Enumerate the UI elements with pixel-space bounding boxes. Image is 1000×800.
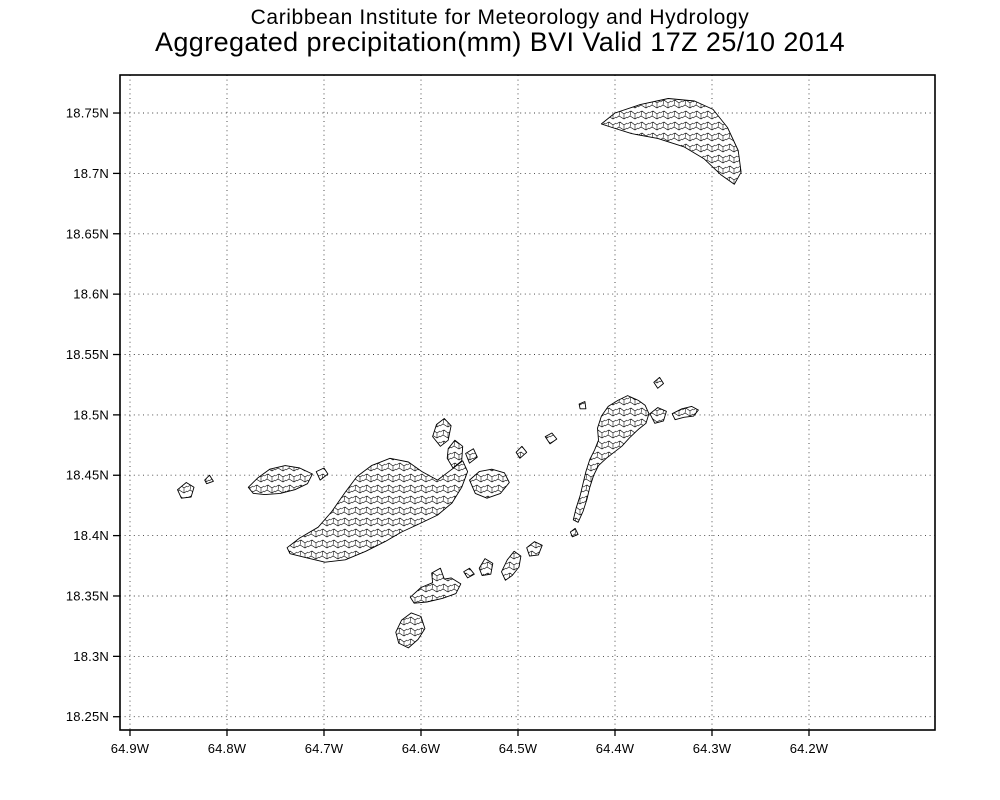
island-scrub [465, 448, 478, 464]
island-beef-island [469, 468, 510, 499]
island-great-dog [544, 432, 558, 445]
x-tick-label: 64.7W [305, 741, 344, 756]
island-jost-van-dyke [247, 465, 313, 496]
island-peter [409, 567, 462, 604]
plot-title: Aggregated precipitation(mm) BVI Valid 1… [154, 27, 846, 57]
island-virgin-gorda [572, 395, 650, 523]
y-tick-label: 18.25N [66, 709, 109, 724]
y-tick-label: 18.35N [66, 588, 109, 603]
x-tick-label: 64.8W [208, 741, 247, 756]
y-tick-label: 18.45N [66, 468, 109, 483]
island-west-dog [578, 401, 587, 410]
x-tick-label: 64.5W [499, 741, 538, 756]
y-tick-label: 18.7N [73, 166, 109, 181]
plot-frame [119, 74, 936, 731]
x-tick-label: 64.2W [790, 741, 829, 756]
y-tick-label: 18.55N [66, 347, 109, 362]
island-guana [432, 418, 452, 447]
island-little-tobago [204, 474, 214, 485]
y-tick-label: 18.3N [73, 649, 109, 664]
y-tick-label: 18.65N [66, 226, 109, 241]
x-tick-label: 64.4W [596, 741, 635, 756]
island-ginger [526, 541, 543, 557]
x-tick-label: 64.6W [402, 741, 441, 756]
island-little-jost-van-dyke [315, 467, 329, 481]
island-cooper [501, 550, 522, 581]
island-tortola [286, 457, 469, 563]
island-salt [478, 558, 494, 576]
x-tick-label: 64.9W [111, 741, 150, 756]
island-great-camanoe [446, 439, 464, 469]
y-tick-label: 18.75N [66, 106, 109, 121]
y-tick-label: 18.6N [73, 287, 109, 302]
island-anegada [600, 98, 742, 185]
island-dead-chest [463, 567, 475, 579]
island-marina-cay [515, 445, 528, 459]
y-tick-label: 18.5N [73, 407, 109, 422]
island-norman [395, 612, 426, 649]
y-tick-label: 18.4N [73, 528, 109, 543]
island-eustatia-chain [671, 405, 699, 421]
island-prickly-pear [649, 407, 667, 424]
institution-title: Caribbean Institute for Meteorology and … [250, 6, 750, 29]
island-round-rock [569, 527, 579, 538]
island-necker [653, 376, 664, 389]
island-great-tobago [177, 482, 195, 499]
plot-area: 64.9W 64.8W 64.7W 64.6W 64.5W 64.4W 64.3W 64.2W… [66, 74, 936, 756]
x-tick-label: 64.3W [693, 741, 732, 756]
